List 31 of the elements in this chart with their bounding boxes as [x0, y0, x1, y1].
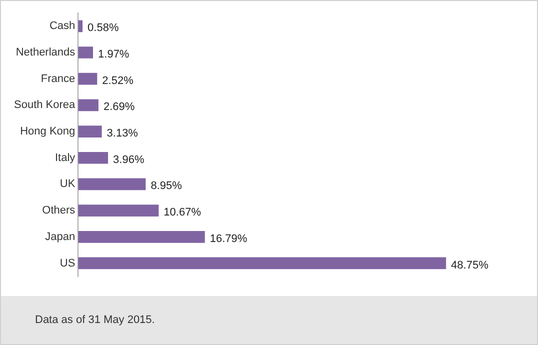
bar [78, 72, 98, 85]
bar [78, 257, 446, 270]
data-label: 2.69% [103, 101, 135, 114]
y-tick-label: Cash [49, 20, 76, 32]
y-tick-label: Hong Kong [20, 126, 76, 138]
data-label: 8.95% [150, 180, 182, 192]
y-tick-label: Netherlands [16, 46, 76, 59]
y-tick-label: Italy [54, 152, 76, 164]
bar [78, 99, 98, 112]
data-label: 10.67% [164, 206, 202, 219]
bar [78, 204, 159, 216]
y-tick-label: US [60, 257, 76, 270]
y-tick-label: UK [60, 178, 76, 190]
data-label: 3.13% [106, 128, 138, 140]
bar [78, 126, 102, 138]
text: Data as of 31 May 2015. [35, 314, 155, 326]
bar [78, 230, 205, 243]
data-label: 0.58% [88, 22, 119, 34]
bar [78, 20, 83, 32]
y-tick-label: South Korea [14, 99, 76, 112]
y-tick-label: Others [42, 204, 76, 217]
data-label: 3.96% [113, 154, 144, 166]
bar [78, 178, 146, 190]
y-tick-label: France [40, 72, 76, 85]
data-label: 16.79% [210, 232, 248, 245]
bar [78, 46, 94, 58]
data-label: 48.75% [451, 259, 489, 272]
data-label: 1.97% [98, 48, 130, 61]
bar [78, 152, 108, 164]
data-label: 2.52% [102, 74, 134, 87]
y-tick-label: Japan [45, 230, 76, 243]
